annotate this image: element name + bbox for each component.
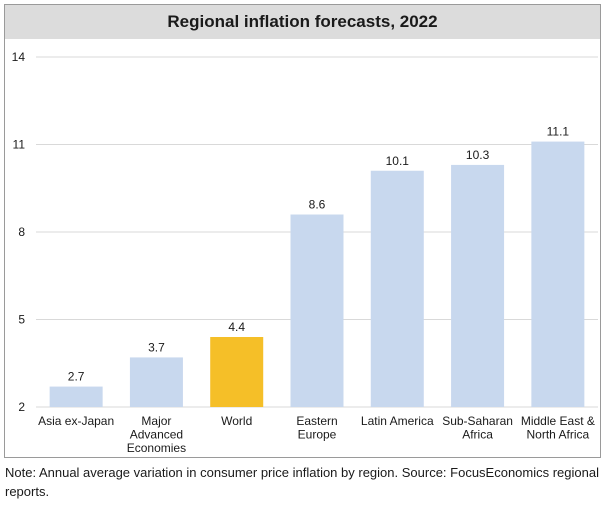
bar — [129, 357, 183, 407]
data-label: 10.1 — [386, 154, 410, 168]
x-tick-label: Middle East & North Africa — [521, 414, 595, 442]
x-tick-label: Latin America — [361, 414, 434, 428]
bar — [49, 386, 103, 407]
bar — [370, 170, 424, 407]
y-tick-label: 14 — [12, 50, 26, 64]
data-label: 3.7 — [148, 340, 165, 354]
data-label: 8.6 — [309, 198, 326, 212]
x-tick-label: Major Advanced Economies — [127, 414, 186, 455]
y-tick-label: 5 — [18, 313, 25, 327]
data-label: 11.1 — [547, 125, 570, 139]
y-tick-label: 8 — [18, 225, 25, 239]
data-label: 10.3 — [466, 148, 490, 162]
bar — [451, 164, 505, 407]
x-tick-label: Asia ex-Japan — [38, 414, 114, 428]
y-tick-label: 11 — [13, 138, 26, 152]
y-tick-label: 2 — [18, 400, 25, 414]
x-tick-label: Eastern Europe — [296, 414, 337, 442]
data-label: 4.4 — [228, 320, 245, 334]
bar — [531, 141, 585, 408]
x-tick-label: Sub-Saharan Africa — [442, 414, 513, 442]
bar — [210, 337, 264, 407]
bar — [290, 214, 344, 407]
chart-note: Note: Annual average variation in consum… — [5, 465, 599, 499]
x-tick-label: World — [221, 414, 252, 428]
chart-plot: 2 5 8 11 14 2.7 Asia ex-Japan 3.7 Major Advanced E… — [12, 50, 598, 455]
chart-title: Regional inflation forecasts, 2022 — [5, 5, 600, 39]
data-label: 2.7 — [68, 370, 85, 384]
